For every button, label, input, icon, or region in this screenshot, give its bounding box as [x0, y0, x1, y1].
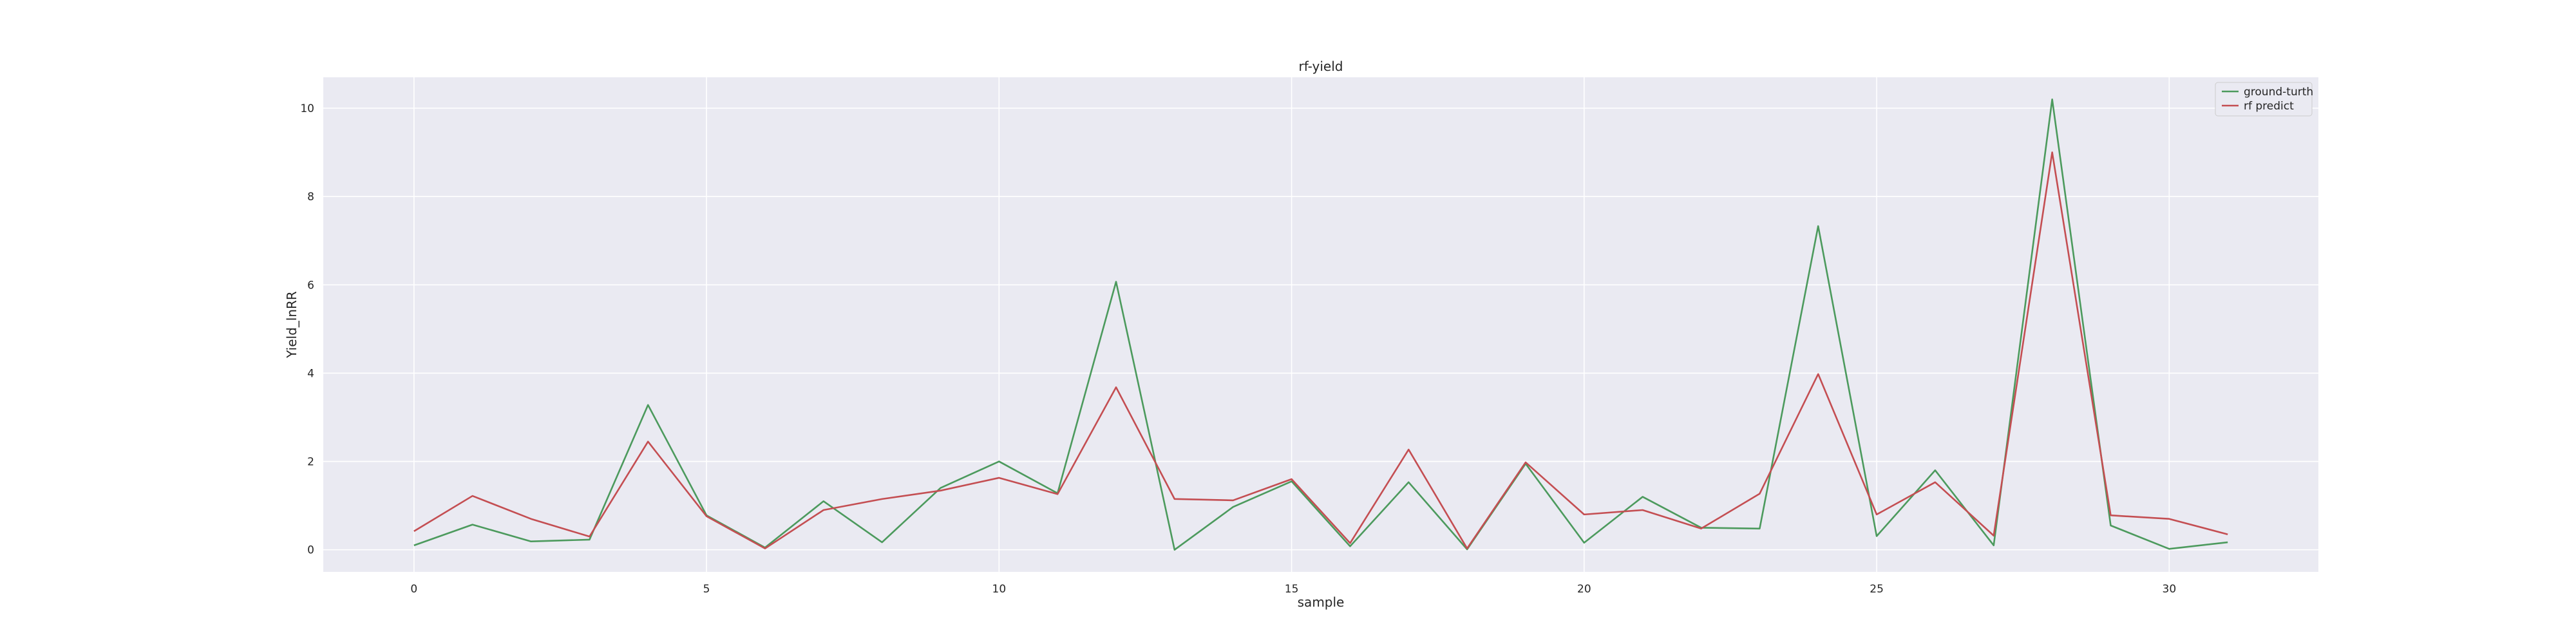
- series-layer: [413, 98, 2228, 551]
- y-tick-label: 4: [307, 367, 314, 380]
- x-tick-label: 0: [410, 583, 417, 596]
- grid-lines: [323, 77, 2318, 572]
- y-axis-label: Yield_lnRR: [284, 291, 299, 359]
- chart-title: rf-yield: [1299, 59, 1343, 74]
- y-tick-label: 6: [307, 279, 314, 292]
- x-tick-label: 20: [1577, 583, 1591, 596]
- y-tick-label: 8: [307, 191, 314, 204]
- legend-label-rf-predict: rf predict: [2244, 100, 2294, 113]
- x-tick-label: 25: [1870, 583, 1884, 596]
- x-axis-ticks: 0 5 10 15 20 25 30: [410, 583, 2176, 596]
- x-axis-label: sample: [1298, 594, 1345, 610]
- legend-box: [2215, 82, 2313, 117]
- x-tick-label: 5: [703, 583, 710, 596]
- plot-area: [323, 77, 2318, 572]
- legend-label-ground-turth: ground-turth: [2244, 86, 2313, 99]
- y-tick-label: 10: [300, 102, 314, 115]
- y-axis-ticks: 0 2 4 6 8 10: [300, 102, 314, 557]
- x-tick-label: 10: [992, 583, 1007, 596]
- series-line-rf-predict: [413, 151, 2228, 549]
- y-tick-label: 0: [307, 544, 314, 557]
- y-tick-label: 2: [307, 456, 314, 469]
- legend: ground-turth rf predict: [2215, 82, 2313, 117]
- x-tick-label: 15: [1285, 583, 1299, 596]
- x-tick-label: 30: [2163, 583, 2177, 596]
